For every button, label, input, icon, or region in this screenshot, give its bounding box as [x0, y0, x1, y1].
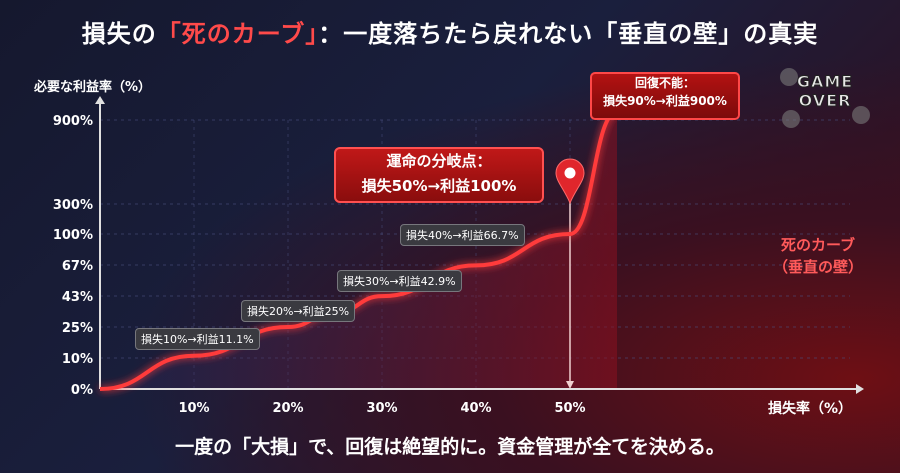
x-axis-label: 損失率（%） — [768, 401, 853, 417]
game-over-line2: OVER — [798, 91, 852, 111]
pin-dot — [564, 167, 576, 179]
map-pin-icon — [555, 158, 585, 205]
y-tick-label: 300% — [53, 198, 93, 213]
y-tick-label: 100% — [53, 228, 93, 243]
wall-label-line2: （垂直の壁） — [772, 258, 863, 276]
fate-point-line1: 運命の分岐点： — [386, 152, 492, 170]
game-over-icon: GAME OVER — [780, 68, 870, 128]
y-tick-label: 43% — [62, 290, 93, 305]
y-axis-label: 必要な利益率（%） — [34, 80, 152, 95]
pin-body — [555, 158, 585, 205]
cannot-recover-line2: 損失90%→利益900% — [603, 94, 727, 108]
x-tick-label: 40% — [460, 401, 491, 416]
y-tick-label: 25% — [62, 321, 93, 336]
annotation-loss-40: 損失40%→利益66.7% — [400, 224, 525, 246]
annotation-loss-10: 損失10%→利益11.1% — [135, 328, 260, 350]
fate-drop-arrow — [566, 381, 574, 389]
cannot-recover-box: 回復不能： 損失90%→利益900% — [590, 72, 740, 120]
y-tick-label: 0% — [71, 383, 93, 398]
wall-label-line1: 死のカーブ — [780, 236, 856, 254]
fate-point-line2: 損失50%→利益100% — [361, 177, 517, 195]
x-tick-label: 20% — [272, 401, 303, 416]
curve-line — [99, 110, 618, 391]
x-axis-arrow — [856, 384, 864, 394]
x-tick-label: 50% — [554, 401, 585, 416]
cannot-recover-line1: 回復不能： — [634, 76, 695, 90]
pins — [555, 158, 585, 205]
y-tick-label: 10% — [62, 352, 93, 367]
footer-message: 一度の「大損」で、回復は絶望的に。資金管理が全てを決める。 — [175, 436, 725, 458]
game-over-line1: GAME — [796, 72, 854, 92]
y-axis-arrow — [95, 96, 105, 104]
vertical-wall — [566, 200, 574, 389]
curve-fill — [100, 112, 617, 389]
title-part2: ：一度落ちたら戻れない「垂直の壁」の真実 — [318, 20, 819, 48]
x-tick-label: 10% — [178, 401, 209, 416]
y-tick-label: 900% — [53, 114, 93, 129]
fate-point-box: 運命の分岐点： 損失50%→利益100% — [334, 147, 544, 203]
curve-series — [99, 110, 618, 391]
title-highlight: 「死のカーブ」 — [156, 20, 319, 48]
x-tick-labels: 10%20%30%40%50%90% — [178, 401, 585, 416]
title-part1: 損失の — [81, 20, 157, 48]
wall-label: 死のカーブ （垂直の壁） — [768, 234, 868, 278]
annotation-loss-20: 損失20%→利益25% — [241, 300, 356, 322]
curve-area — [100, 112, 617, 389]
x-tick-label: 30% — [366, 401, 397, 416]
annotation-loss-30: 損失30%→利益42.9% — [337, 270, 462, 292]
y-tick-label: 67% — [62, 259, 93, 274]
y-tick-labels: 0% 10% 25% 43% 67% 100% 300% 900% — [53, 114, 93, 398]
page-title: 損失の「死のカーブ」：一度落ちたら戻れない「垂直の壁」の真実 — [0, 14, 900, 49]
axes — [95, 96, 864, 394]
